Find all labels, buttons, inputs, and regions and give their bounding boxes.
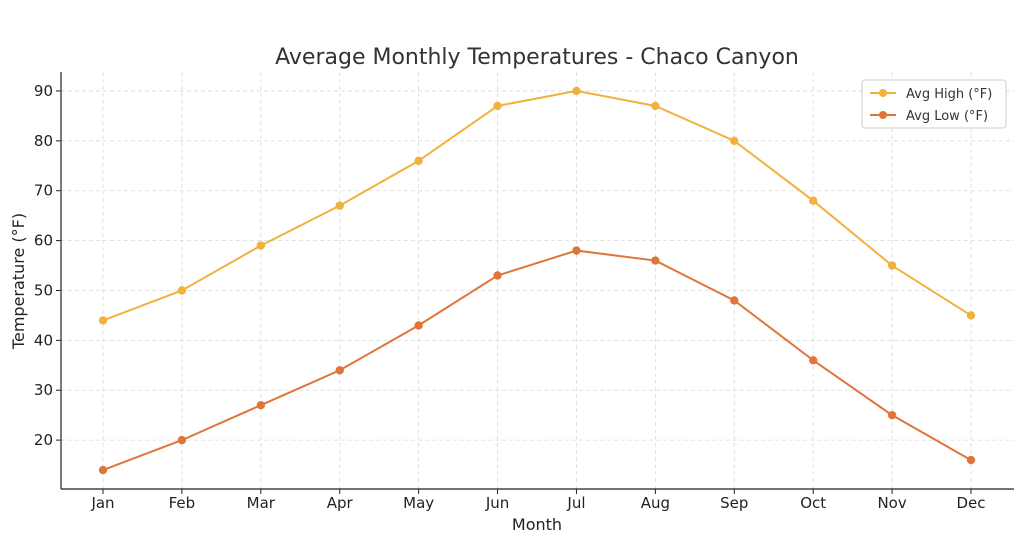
x-tick-label: Oct — [800, 494, 826, 512]
data-point — [651, 256, 660, 265]
data-point — [808, 356, 818, 365]
series-avg-low — [98, 246, 976, 475]
data-point — [493, 101, 502, 111]
data-point — [177, 435, 187, 445]
data-point — [256, 401, 266, 410]
data-point — [730, 136, 739, 146]
x-tick-label: Feb — [169, 494, 196, 512]
data-point — [493, 271, 502, 280]
x-tick-label: Mar — [247, 494, 276, 512]
y-tick-label: 50 — [34, 281, 53, 299]
data-point — [177, 286, 187, 295]
legend: Avg High (°F) Avg Low (°F) — [861, 79, 1007, 129]
data-point — [98, 316, 108, 325]
legend-item: Avg Low (°F) — [870, 109, 988, 124]
legend-marker — [879, 111, 887, 119]
x-tick-label: May — [403, 494, 434, 512]
series-avg-high — [98, 86, 976, 325]
x-tick-label: Jul — [566, 494, 585, 512]
legend-label: Avg Low (°F) — [906, 109, 988, 124]
data-point — [966, 311, 976, 320]
legend-label: Avg High (°F) — [906, 87, 992, 102]
chart-title: Average Monthly Temperatures - Chaco Can… — [275, 45, 799, 70]
series-line — [102, 249, 972, 471]
x-tick-label: Dec — [956, 494, 985, 512]
data-point — [572, 86, 581, 96]
data-point — [887, 410, 897, 420]
x-axis-label: Month — [512, 515, 562, 534]
data-point — [572, 246, 581, 255]
legend-marker — [879, 89, 887, 97]
data-point — [651, 101, 660, 111]
y-tick-label: 90 — [34, 82, 53, 100]
data-point — [98, 465, 108, 475]
x-tick-label: Apr — [327, 494, 354, 512]
y-axis-label: Temperature (°F) — [9, 213, 28, 350]
x-tick-label: Nov — [877, 494, 906, 512]
data-point — [887, 261, 897, 270]
y-tick-label: 70 — [34, 182, 53, 200]
y-tick-label: 40 — [34, 331, 53, 349]
y-tick-label: 20 — [34, 431, 53, 449]
data-point — [414, 156, 423, 165]
data-point — [966, 455, 976, 465]
axes — [60, 72, 1014, 490]
x-tick-label: Sep — [720, 494, 748, 512]
data-point — [335, 366, 344, 375]
x-tick-label: Jan — [90, 494, 114, 512]
x-tick-label: Jun — [485, 494, 509, 512]
x-tick-label: Aug — [641, 494, 670, 512]
y-tick-label: 30 — [34, 381, 53, 399]
ticks: 20 30 40 50 60 70 80 90 Jan Feb Mar Apr May Jun Jul Aug… — [34, 82, 986, 512]
series-line — [102, 89, 972, 322]
y-tick-label: 60 — [34, 232, 53, 250]
grid — [61, 72, 1014, 489]
data-point — [730, 296, 739, 305]
data-point — [414, 321, 423, 330]
data-point — [335, 201, 344, 210]
legend-item: Avg High (°F) — [870, 87, 992, 102]
data-point — [808, 196, 818, 205]
series-layer — [98, 86, 976, 475]
legend-box — [861, 79, 1007, 129]
data-point — [256, 241, 266, 250]
y-tick-label: 80 — [34, 132, 53, 150]
